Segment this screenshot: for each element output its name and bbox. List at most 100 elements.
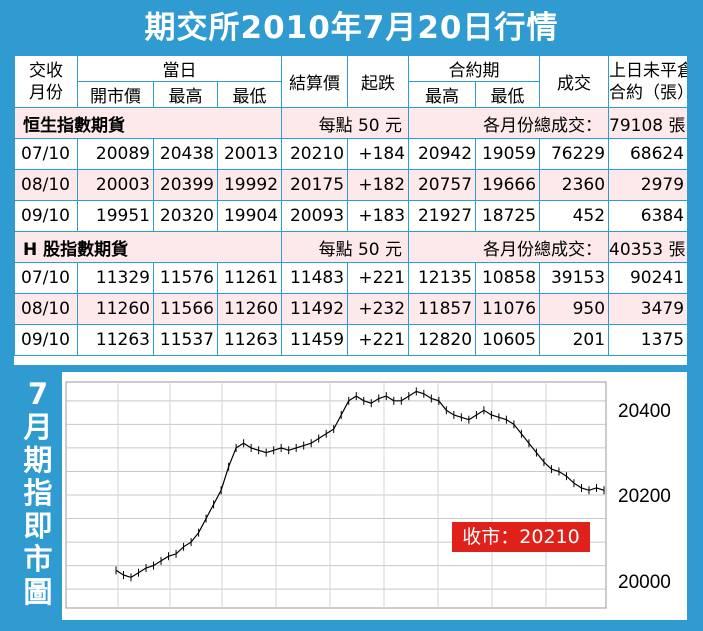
header-month: 交收 月份 [14,55,78,108]
header-low: 最低 [216,81,283,108]
cell-oi: 3479 [608,293,689,325]
cell-volume: 201 [539,324,610,356]
header-month-line2: 月份 [29,82,63,103]
cell-oi: 90241 [608,262,689,294]
cell-change: +184 [347,138,410,170]
cell-contract-high: 12820 [408,324,477,356]
cell-contract-high: 21927 [408,200,477,232]
cell-contract-high: 20757 [408,169,477,201]
side-title-char: 即 [23,509,53,543]
futures-table: 交收 月份 當日 結算價 起跌 合約期 成交 上日未平倉 合約（張） 開市價 最… [13,55,689,356]
y-tick-label: 20000 [618,572,671,593]
header-month-line1: 交收 [29,60,63,81]
cell-settle: 11459 [281,324,349,356]
section-name: H 股指數期貨 [13,231,283,263]
cell-settle: 11492 [281,293,349,325]
section-name: 恒生指數期貨 [13,107,283,139]
side-title-char: 7 [27,377,49,411]
cell-volume: 452 [539,200,610,232]
header-high: 最高 [153,81,218,108]
cell-month: 08/10 [14,169,78,201]
table-row: 09/10 11263 11537 11263 11459 +221 12820… [14,324,689,356]
header-oi: 上日未平倉 合約（張） [608,55,689,108]
table-row: 07/10 11329 11576 11261 11483 +221 12135… [14,262,689,294]
header-today: 當日 [76,55,283,82]
cell-contract-high: 20942 [408,138,477,170]
cell-change: +183 [347,200,410,232]
cell-volume: 76229 [539,138,610,170]
y-tick-label: 20400 [618,401,671,422]
table-row: 07/10 20089 20438 20013 20210 +184 20942… [14,138,689,170]
side-title-char: 市 [23,542,53,576]
cell-high: 20399 [153,169,218,201]
cell-low: 20013 [216,138,283,170]
cell-low: 11263 [216,324,283,356]
intraday-chart [65,381,607,609]
cell-contract-high: 11857 [408,293,477,325]
cell-volume: 950 [539,293,610,325]
cell-high: 20320 [153,200,218,232]
cell-open: 11260 [77,293,154,325]
cell-open: 20003 [77,169,154,201]
cell-change: +221 [347,262,410,294]
side-title-char: 圖 [23,575,53,609]
cell-settle: 20175 [281,169,349,201]
cell-low: 19992 [216,169,283,201]
header-change: 起跌 [347,55,410,108]
section-per-point: 每點 50 元 [281,107,410,139]
cell-volume: 2360 [539,169,610,201]
section-per-point: 每點 50 元 [281,231,410,263]
cell-change: +232 [347,293,410,325]
cell-high: 11566 [153,293,218,325]
cell-high: 11576 [153,262,218,294]
cell-change: +221 [347,324,410,356]
cell-oi: 68624 [608,138,689,170]
y-tick-label: 20200 [618,486,671,507]
cell-settle: 20210 [281,138,349,170]
cell-contract-low: 19059 [475,138,541,170]
cell-contract-low: 10605 [475,324,541,356]
chart-series [115,387,605,582]
cell-open: 11329 [77,262,154,294]
header-volume: 成交 [539,55,610,108]
cell-month: 09/10 [14,200,78,232]
cell-high: 20438 [153,138,218,170]
cell-low: 11261 [216,262,283,294]
header-oi-line2: 合約（張） [609,82,688,103]
header-open: 開市價 [77,81,154,108]
header-contract-low: 最低 [475,81,541,108]
section-total: 79108 張 [608,107,689,139]
header-oi-line1: 上日未平倉 [609,60,688,81]
header-settle: 結算價 [281,55,349,108]
cell-contract-low: 10858 [475,262,541,294]
chart-panel [14,372,687,620]
table-row: 09/10 19951 20320 19904 20093 +183 21927… [14,200,689,232]
close-price-badge: 收市：20210 [452,522,590,552]
cell-month: 07/10 [14,138,78,170]
quotes-table: 交收 月份 當日 結算價 起跌 合約期 成交 上日未平倉 合約（張） 開市價 最… [13,55,689,365]
page-title: 期交所2010年7月20日行情 [144,10,559,46]
cell-change: +182 [347,169,410,201]
side-title-char: 指 [23,476,53,510]
side-title-char: 期 [23,443,53,477]
cell-open: 19951 [77,200,154,232]
chart-grid [65,381,607,609]
cell-settle: 11483 [281,262,349,294]
cell-open: 20089 [77,138,154,170]
cell-contract-low: 11076 [475,293,541,325]
section-total: 40353 張 [608,231,689,263]
side-title-char: 月 [23,410,53,444]
cell-high: 11537 [153,324,218,356]
cell-month: 08/10 [14,293,78,325]
cell-oi: 6384 [608,200,689,232]
cell-open: 11263 [77,324,154,356]
cell-settle: 20093 [281,200,349,232]
header-contract-high: 最高 [408,81,477,108]
header-contract: 合約期 [408,55,541,82]
cell-oi: 1375 [608,324,689,356]
cell-volume: 39153 [539,262,610,294]
cell-low: 19904 [216,200,283,232]
table-row: 08/10 11260 11566 11260 11492 +232 11857… [14,293,689,325]
